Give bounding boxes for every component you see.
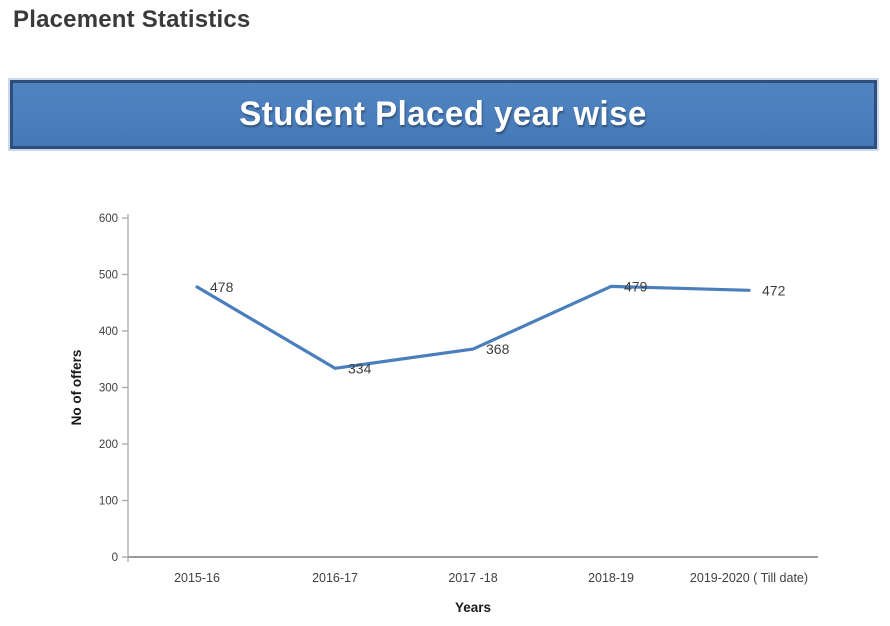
data-point-label: 478 — [210, 279, 234, 295]
y-tick-label: 300 — [99, 383, 118, 395]
page-title: Placement Statistics — [13, 6, 251, 33]
x-tick-label: 2018-19 — [588, 571, 634, 585]
y-axis-title: No of offers — [69, 350, 84, 426]
y-tick-label: 100 — [99, 496, 118, 508]
y-tick-label: 200 — [99, 439, 118, 451]
y-tick-label: 0 — [112, 552, 118, 564]
x-tick-label: 2015-16 — [174, 571, 220, 585]
y-tick-label: 600 — [99, 213, 118, 225]
data-point-label: 479 — [624, 278, 648, 294]
x-tick-label: 2019-2020 ( Till date) — [690, 571, 808, 585]
y-tick-label: 400 — [99, 326, 118, 338]
data-point-label: 472 — [762, 282, 786, 298]
x-tick-label: 2016-17 — [312, 571, 358, 585]
data-line — [195, 284, 751, 370]
data-point-label: 368 — [486, 341, 510, 357]
chart-title-banner: Student Placed year wise — [10, 80, 877, 149]
data-point-label: 334 — [348, 360, 372, 376]
x-axis-title: Years — [455, 600, 491, 615]
chart-title: Student Placed year wise — [239, 95, 648, 133]
x-tick-label: 2017 -18 — [448, 571, 497, 585]
y-tick-label: 500 — [99, 270, 118, 282]
